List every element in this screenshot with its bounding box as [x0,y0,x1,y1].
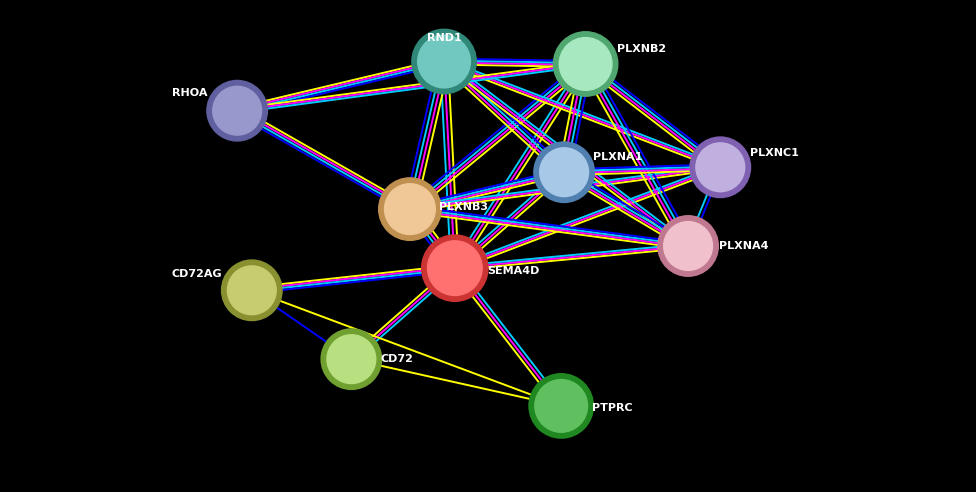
Text: PLXNA1: PLXNA1 [593,153,643,162]
Ellipse shape [422,235,488,301]
Ellipse shape [534,142,594,202]
Ellipse shape [385,184,435,235]
Text: CD72AG: CD72AG [172,269,223,279]
Ellipse shape [321,329,382,389]
Ellipse shape [664,221,712,271]
Text: PLXNC1: PLXNC1 [750,148,798,157]
Text: RND1: RND1 [427,33,462,43]
Ellipse shape [529,374,593,438]
Ellipse shape [696,143,745,192]
Text: PLXNA4: PLXNA4 [719,241,769,251]
Ellipse shape [412,30,476,93]
Text: CD72: CD72 [381,354,414,364]
Ellipse shape [379,178,441,240]
Ellipse shape [227,266,276,315]
Ellipse shape [427,241,482,296]
Ellipse shape [418,35,470,88]
Ellipse shape [222,260,282,320]
Ellipse shape [553,32,618,96]
Ellipse shape [540,148,589,197]
Text: PLXNB2: PLXNB2 [617,44,666,54]
Text: RHOA: RHOA [173,89,208,98]
Text: PLXNB3: PLXNB3 [439,202,488,212]
Ellipse shape [535,379,588,432]
Ellipse shape [327,335,376,384]
Ellipse shape [690,137,751,197]
Ellipse shape [207,81,267,141]
Ellipse shape [213,86,262,135]
Ellipse shape [559,37,612,91]
Text: SEMA4D: SEMA4D [487,266,540,276]
Text: PTPRC: PTPRC [592,403,633,413]
Ellipse shape [658,216,718,276]
